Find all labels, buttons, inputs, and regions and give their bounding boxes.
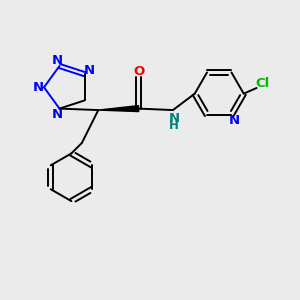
- Text: Cl: Cl: [255, 77, 270, 90]
- Polygon shape: [98, 106, 139, 112]
- Text: O: O: [133, 65, 144, 78]
- Text: N: N: [52, 108, 63, 121]
- Text: N: N: [84, 64, 95, 77]
- Text: H: H: [169, 119, 179, 132]
- Text: N: N: [32, 81, 44, 94]
- Text: N: N: [52, 54, 63, 67]
- Text: N: N: [168, 112, 179, 125]
- Text: N: N: [229, 114, 240, 127]
